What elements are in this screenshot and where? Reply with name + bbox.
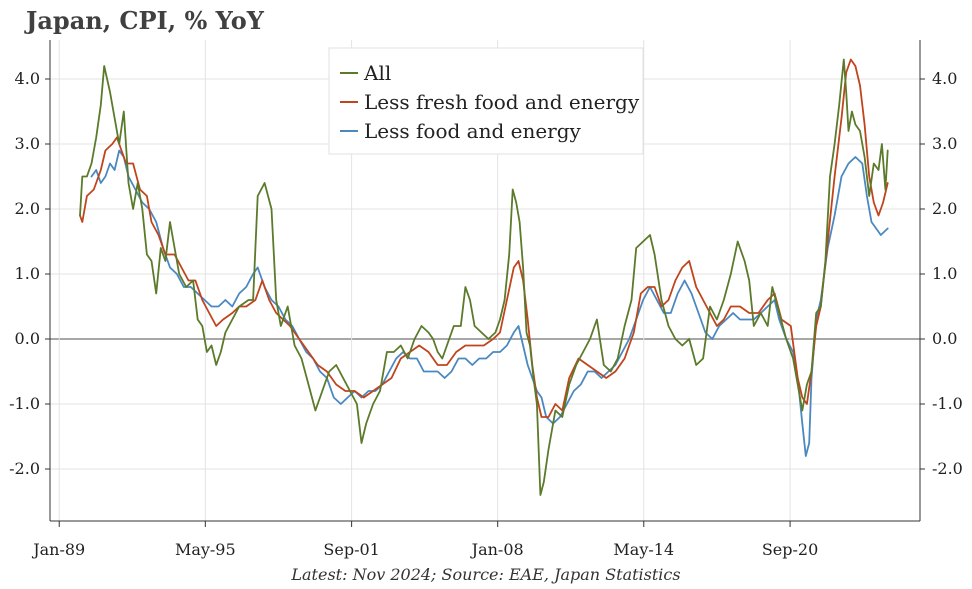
- y-tick-label: 3.0: [15, 134, 40, 153]
- y-tick-label: 2.0: [15, 199, 40, 218]
- grid-lines: [50, 40, 920, 521]
- y-tick-label-right: 3.0: [932, 134, 957, 153]
- y-tick-labels-left: -2.0 -1.0 0.0 1.0 2.0 3.0 4.0: [9, 69, 40, 478]
- y-tick-label-right: -2.0: [932, 459, 963, 478]
- series-lines: [79, 58, 889, 496]
- x-tick-labels: Jan-89 May-95 Sep-01 Jan-08 May-14 Sep-20: [31, 540, 818, 559]
- legend-label: Less fresh food and energy: [364, 90, 640, 114]
- x-tick-label: Jan-89: [31, 540, 85, 559]
- y-tick-labels-right: -2.0 -1.0 0.0 1.0 2.0 3.0 4.0: [932, 69, 963, 478]
- source-note: Latest: Nov 2024; Source: EAE, Japan Sta…: [291, 565, 681, 584]
- series-line-less-fresh-food-and-energy: [79, 58, 889, 418]
- y-tick-label: 0.0: [15, 329, 40, 348]
- series-line-less-food-and-energy: [90, 149, 889, 457]
- x-tick-label: Jan-08: [470, 540, 524, 559]
- y-tick-label-right: 4.0: [932, 69, 957, 88]
- x-tick-label: Sep-20: [762, 540, 818, 559]
- y-tick-label-right: 1.0: [932, 264, 957, 283]
- y-tick-label-right: 0.0: [932, 329, 957, 348]
- y-tick-label: -2.0: [9, 459, 40, 478]
- y-tick-label: 1.0: [15, 264, 40, 283]
- chart-title: Japan, CPI, % YoY: [26, 6, 264, 35]
- axes: [45, 40, 925, 527]
- y-tick-label: 4.0: [15, 69, 40, 88]
- y-tick-label-right: -1.0: [932, 394, 963, 413]
- legend-box: [328, 47, 644, 155]
- legend-label: Less food and energy: [364, 119, 582, 143]
- x-tick-label: May-14: [613, 540, 674, 559]
- series-line-all: [79, 58, 889, 496]
- x-tick-label: Sep-01: [323, 540, 379, 559]
- legend-label: All: [363, 61, 391, 85]
- legend: All Less fresh food and energy Less food a…: [328, 47, 644, 155]
- y-tick-label-right: 2.0: [932, 199, 957, 218]
- x-tick-label: May-95: [175, 540, 236, 559]
- y-tick-label: -1.0: [9, 394, 40, 413]
